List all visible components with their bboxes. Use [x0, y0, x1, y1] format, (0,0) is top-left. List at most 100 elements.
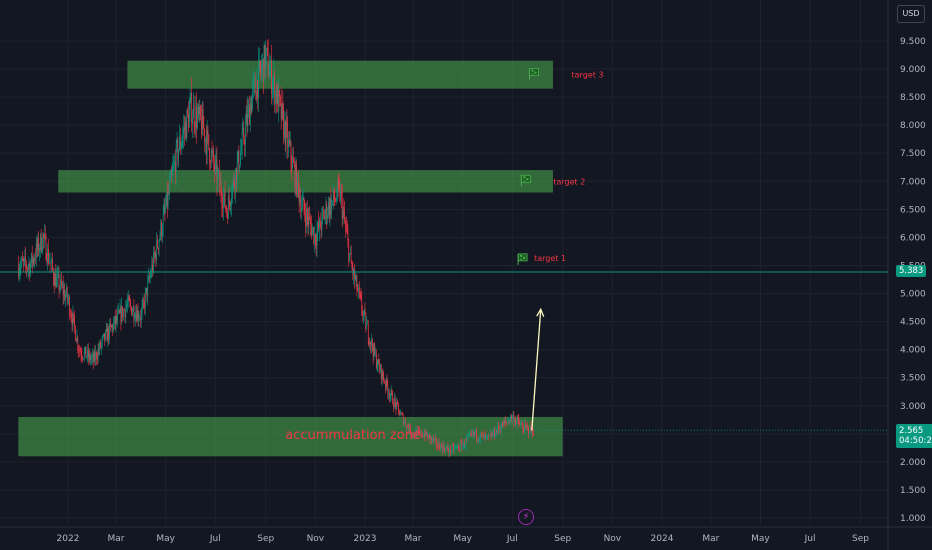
- candle-body: [434, 437, 436, 440]
- candle-body: [125, 307, 127, 317]
- candle: [191, 77, 193, 133]
- candle-body: [478, 439, 480, 441]
- candle-body: [318, 222, 319, 230]
- candle: [308, 207, 310, 235]
- candle: [76, 329, 78, 344]
- candle-body: [425, 429, 427, 436]
- candle: [53, 271, 55, 294]
- candle-body: [362, 311, 363, 316]
- candle-body: [27, 267, 29, 270]
- candle: [403, 418, 405, 429]
- candle-body: [214, 163, 215, 170]
- candle-body: [116, 316, 118, 321]
- candle-body: [322, 211, 324, 213]
- y-axis[interactable]: 9.500 9.000 8.500 8.000 7.500 7.000 6.500 6.000…: [900, 37, 926, 524]
- x-axis[interactable]: 2022 Mar May Jul Sep Nov 2023 Mar May Jul Sep Nov 20…: [57, 534, 870, 544]
- candle: [22, 255, 24, 272]
- candle-body: [448, 450, 450, 453]
- candle-body: [70, 315, 71, 316]
- candle: [189, 85, 191, 123]
- candle: [282, 90, 284, 121]
- candle: [192, 109, 193, 139]
- candle: [112, 323, 114, 337]
- candle-body: [441, 444, 442, 447]
- candle-body: [232, 184, 233, 199]
- candle-body: [176, 140, 178, 144]
- candle-body: [513, 415, 515, 424]
- candle-body: [490, 433, 492, 438]
- candle: [479, 435, 481, 443]
- candle: [423, 429, 424, 438]
- candle: [55, 264, 57, 289]
- candle-body: [499, 429, 501, 432]
- candle: [153, 246, 154, 275]
- candle-body: [450, 450, 452, 453]
- candle: [347, 223, 349, 248]
- candle-body: [336, 198, 337, 201]
- candle: [464, 443, 466, 451]
- candle: [427, 432, 429, 442]
- candle-body: [87, 349, 89, 358]
- candle: [462, 444, 463, 450]
- candle-body: [418, 430, 420, 431]
- candle-body: [380, 364, 381, 372]
- candle: [500, 424, 502, 436]
- candle-body: [206, 130, 208, 154]
- candle-body: [79, 350, 81, 352]
- candle-body: [149, 275, 151, 279]
- currency-button[interactable]: USD: [897, 5, 925, 23]
- candle-body: [127, 302, 128, 306]
- candle-body: [424, 429, 426, 438]
- candle: [318, 210, 319, 233]
- candle: [48, 252, 50, 265]
- candle-body: [406, 425, 407, 429]
- lightning-icon[interactable]: ⚡: [518, 509, 534, 525]
- candle: [420, 428, 422, 439]
- candle: [232, 173, 234, 191]
- candle: [231, 184, 232, 217]
- candle-body: [267, 50, 269, 77]
- candle-body: [20, 264, 22, 270]
- candle: [516, 415, 518, 423]
- candle: [528, 426, 529, 439]
- candle: [221, 187, 223, 218]
- candle-body: [412, 433, 414, 436]
- candle-body: [146, 287, 148, 297]
- candle: [226, 204, 228, 218]
- candle: [167, 184, 169, 210]
- candle: [357, 283, 359, 293]
- candle-body: [254, 78, 256, 93]
- candle-body: [463, 441, 465, 447]
- candle-body: [389, 395, 391, 398]
- candle-body: [323, 211, 324, 214]
- candle-body: [227, 194, 229, 219]
- candle-body: [471, 433, 472, 435]
- candle-body: [22, 260, 24, 262]
- candle: [382, 368, 384, 381]
- candle-body: [315, 233, 316, 245]
- candle: [489, 434, 490, 437]
- candle-body: [243, 127, 245, 141]
- candle: [322, 205, 324, 225]
- candle: [44, 225, 46, 240]
- candle-body: [165, 207, 166, 210]
- candle-body: [437, 442, 439, 447]
- candle: [273, 58, 275, 98]
- candle: [402, 411, 403, 416]
- candle-body: [350, 252, 352, 264]
- candle-body: [293, 162, 295, 165]
- candle-body: [174, 161, 175, 165]
- candle-body: [266, 48, 267, 52]
- candle-body: [344, 210, 346, 222]
- candle-body: [95, 352, 97, 361]
- candle: [328, 197, 330, 223]
- candle-body: [319, 218, 321, 228]
- candle: [152, 258, 153, 277]
- candle-body: [533, 433, 534, 436]
- candle: [375, 347, 376, 358]
- candle: [288, 131, 289, 158]
- candle-body: [188, 109, 190, 128]
- candle-body: [104, 333, 105, 341]
